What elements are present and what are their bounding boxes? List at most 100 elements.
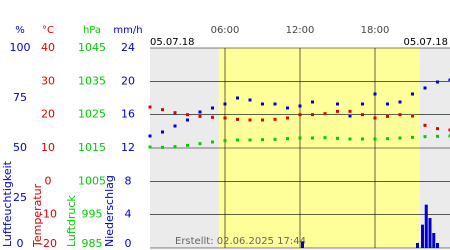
data-point <box>173 124 177 128</box>
y-tick-label: 25 <box>13 191 27 204</box>
data-point <box>298 104 302 108</box>
data-point <box>173 111 177 115</box>
data-point <box>273 137 277 141</box>
y-tick-label: 985 <box>82 237 103 250</box>
x-tick-label: 18:00 <box>361 25 390 36</box>
data-point <box>373 137 377 141</box>
data-point <box>273 117 277 121</box>
precip-bar <box>424 204 428 248</box>
y-tick-label: 1035 <box>78 74 106 87</box>
precip-bar <box>432 233 436 248</box>
data-point <box>236 117 239 121</box>
precip-bar <box>428 218 432 248</box>
data-point <box>223 102 227 106</box>
data-point <box>311 113 314 117</box>
y-tick-label: 1005 <box>78 174 106 187</box>
y-tick-label: 100 <box>10 41 31 54</box>
data-point <box>398 100 402 104</box>
data-point <box>411 92 414 96</box>
axis-label: Niederschlag <box>103 175 116 247</box>
data-point <box>361 102 364 106</box>
data-point <box>448 134 450 138</box>
data-point <box>261 138 264 142</box>
data-point <box>148 145 152 149</box>
y-tick-label: 16 <box>121 108 135 121</box>
y-tick-label: -20 <box>39 237 57 250</box>
axis-unit: °C <box>42 25 54 36</box>
data-point <box>248 118 252 122</box>
data-point <box>436 80 439 84</box>
y-tick-label: 40 <box>41 41 55 54</box>
precip-bar <box>436 243 439 248</box>
data-point <box>198 142 202 146</box>
y-tick-label: 8 <box>125 174 132 187</box>
data-point <box>286 106 289 110</box>
data-point <box>323 112 327 116</box>
axis-label: Temperatur <box>31 183 44 248</box>
precip-bar <box>421 224 424 248</box>
data-point <box>186 143 189 147</box>
data-point <box>448 128 450 132</box>
data-point <box>411 114 414 118</box>
y-tick-label: 0 <box>125 237 132 250</box>
y-tick-label: 995 <box>82 208 103 221</box>
precip-bar <box>301 241 304 248</box>
y-tick-label: 12 <box>121 141 135 154</box>
data-point <box>361 137 364 141</box>
x-tick-label: 12:00 <box>286 25 315 36</box>
data-point <box>423 123 427 127</box>
data-point <box>436 127 439 131</box>
y-tick-label: 50 <box>13 141 27 154</box>
data-point <box>236 138 239 142</box>
data-point <box>323 136 327 140</box>
y-tick-label: 10 <box>41 141 55 154</box>
axis-label: Luftdruck <box>65 195 78 247</box>
data-point <box>361 113 364 117</box>
data-point <box>373 92 377 96</box>
data-point <box>261 102 264 106</box>
data-point <box>248 138 252 142</box>
y-tick-label: 75 <box>13 91 27 104</box>
data-point <box>211 106 214 110</box>
data-point <box>298 136 302 140</box>
axis-unit: hPa <box>83 25 101 36</box>
y-tick-label: 1025 <box>78 108 106 121</box>
data-point <box>423 86 427 90</box>
data-point <box>398 113 402 117</box>
data-point <box>336 136 339 140</box>
data-point <box>223 139 227 143</box>
data-point <box>286 116 289 120</box>
y-tick-label: 4 <box>125 208 132 221</box>
axis-unit: % <box>15 25 25 36</box>
data-point <box>161 130 164 134</box>
data-point <box>336 102 339 106</box>
y-tick-label: 30 <box>41 74 55 87</box>
date-left: 05.07.18 <box>150 37 195 48</box>
footer: Erstellt: 02.06.2025 17:44 <box>175 236 306 247</box>
data-point <box>348 114 352 118</box>
y-tick-label: 20 <box>41 108 55 121</box>
y-tick-label: -10 <box>39 208 57 221</box>
data-point <box>236 96 239 100</box>
data-point <box>348 109 352 113</box>
data-point <box>223 116 227 120</box>
data-point <box>286 137 289 141</box>
data-point <box>373 116 377 120</box>
y-tick-label: 20 <box>121 74 135 87</box>
date-right: 05.07.18 <box>403 37 448 48</box>
y-tick-label: 1015 <box>78 141 106 154</box>
data-point <box>273 102 277 106</box>
data-point <box>198 114 202 118</box>
data-point <box>148 134 152 138</box>
data-point <box>336 109 339 113</box>
data-point <box>161 108 164 112</box>
data-point <box>348 137 352 141</box>
data-point <box>398 136 402 140</box>
data-point <box>211 140 214 144</box>
data-point <box>423 135 427 139</box>
y-tick-label: 0 <box>45 174 52 187</box>
y-tick-label: 24 <box>121 41 135 54</box>
data-point <box>161 145 164 149</box>
y-tick-label: 1045 <box>78 41 106 54</box>
